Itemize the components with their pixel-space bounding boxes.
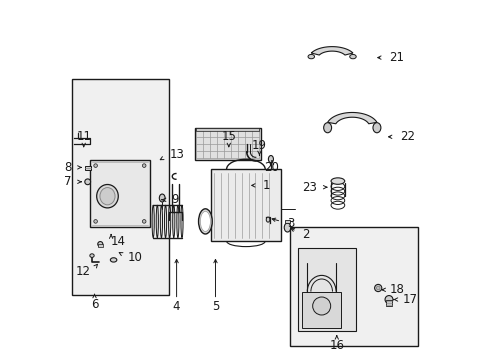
Ellipse shape [269,156,273,163]
Ellipse shape [169,205,171,238]
Text: 14: 14 [111,235,126,248]
Text: 17: 17 [403,293,417,306]
Ellipse shape [100,188,115,205]
Ellipse shape [376,286,380,290]
Text: 18: 18 [390,283,405,296]
Text: 15: 15 [221,130,236,143]
Ellipse shape [94,220,98,223]
Ellipse shape [152,205,154,238]
Ellipse shape [172,205,175,238]
Text: 16: 16 [329,339,344,352]
Bar [298,248,356,331]
Text: 21: 21 [389,51,404,64]
Bar [302,292,342,328]
Ellipse shape [200,211,210,231]
Ellipse shape [143,220,146,223]
Bar [72,79,170,295]
Ellipse shape [156,205,158,238]
Ellipse shape [177,205,179,238]
Text: 3: 3 [288,217,295,230]
Polygon shape [311,47,353,55]
Ellipse shape [97,184,118,208]
Bar [285,220,291,223]
Ellipse shape [373,123,381,133]
Bar [90,160,149,227]
Ellipse shape [160,205,163,238]
Bar [98,244,103,247]
Ellipse shape [98,242,103,247]
Ellipse shape [374,284,382,292]
Bar [211,169,281,241]
Text: 2: 2 [303,228,310,240]
Ellipse shape [284,223,291,232]
Ellipse shape [266,217,270,222]
Bar [196,128,259,131]
Ellipse shape [385,296,393,303]
Text: 6: 6 [91,298,98,311]
Ellipse shape [198,209,212,234]
Bar [195,128,261,160]
Text: 7: 7 [64,175,72,188]
Bar [386,300,392,306]
Text: 10: 10 [128,251,143,264]
Text: 19: 19 [252,139,267,152]
Ellipse shape [324,123,332,133]
Ellipse shape [159,194,165,202]
Ellipse shape [165,205,167,238]
Text: 23: 23 [302,181,317,194]
Ellipse shape [350,54,356,59]
Ellipse shape [181,205,183,238]
Text: 12: 12 [76,265,91,278]
Text: 11: 11 [76,130,91,143]
Ellipse shape [143,164,146,167]
Text: 9: 9 [171,193,179,206]
Text: 4: 4 [173,300,180,312]
Text: 8: 8 [64,161,72,174]
Polygon shape [328,112,377,124]
Text: 22: 22 [400,130,415,143]
Text: 13: 13 [170,148,184,161]
Text: 20: 20 [265,161,279,174]
Bar [85,166,91,170]
Ellipse shape [90,254,94,257]
Bar [290,227,418,346]
Ellipse shape [308,54,315,59]
Text: 5: 5 [212,300,219,312]
Ellipse shape [85,179,91,185]
Ellipse shape [313,297,331,315]
Ellipse shape [331,178,345,184]
Ellipse shape [110,258,117,262]
Ellipse shape [94,164,98,167]
Text: 1: 1 [262,179,270,192]
